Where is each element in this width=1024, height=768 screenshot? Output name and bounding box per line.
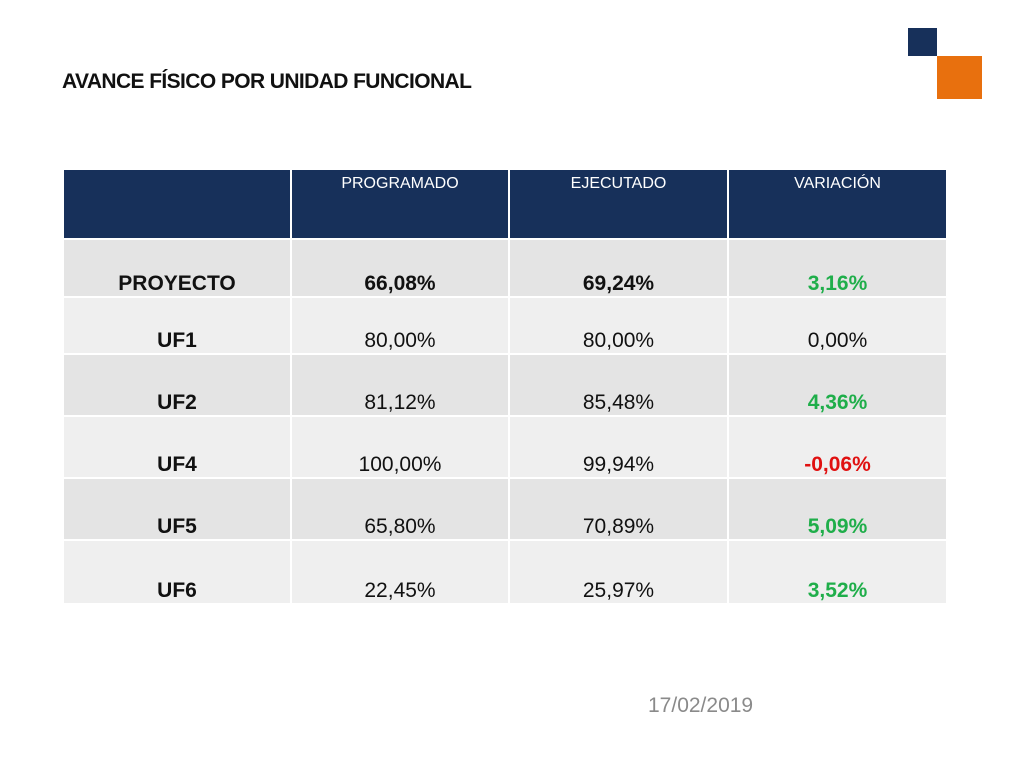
table-row: UF2 81,12% 85,48% 4,36% (62, 353, 948, 417)
variacion-cell: 0,00% (727, 296, 948, 355)
row-label: UF2 (62, 353, 292, 417)
table-header-row: PROGRAMADO EJECUTADO VARIACIÓN (62, 168, 948, 240)
ejecutado-cell: 85,48% (508, 353, 729, 417)
table-row: UF6 22,45% 25,97% 3,52% (62, 539, 948, 605)
variacion-cell: 5,09% (727, 477, 948, 541)
table-row: UF5 65,80% 70,89% 5,09% (62, 477, 948, 541)
row-label: UF6 (62, 539, 292, 605)
row-label: UF4 (62, 415, 292, 479)
programado-cell: 22,45% (290, 539, 510, 605)
row-label: UF5 (62, 477, 292, 541)
variacion-cell: 4,36% (727, 353, 948, 417)
programado-cell: 100,00% (290, 415, 510, 479)
page-title: AVANCE FÍSICO POR UNIDAD FUNCIONAL (62, 70, 472, 93)
header-empty (62, 168, 292, 240)
slide-date: 17/02/2019 (648, 694, 754, 717)
table-row: UF4 100,00% 99,94% -0,06% (62, 415, 948, 479)
logo-orange-square (937, 56, 982, 99)
logo-navy-square (908, 28, 937, 56)
programado-cell: 66,08% (290, 238, 510, 298)
ejecutado-cell: 69,24% (508, 238, 729, 298)
variacion-cell: 3,52% (727, 539, 948, 605)
table-row: PROYECTO 66,08% 69,24% 3,16% (62, 238, 948, 298)
ejecutado-cell: 70,89% (508, 477, 729, 541)
ejecutado-cell: 80,00% (508, 296, 729, 355)
programado-cell: 81,12% (290, 353, 510, 417)
table-row: UF1 80,00% 80,00% 0,00% (62, 296, 948, 355)
progress-table: PROGRAMADO EJECUTADO VARIACIÓN PROYECTO 6… (62, 168, 948, 605)
header-programado: PROGRAMADO (290, 168, 510, 240)
ejecutado-cell: 99,94% (508, 415, 729, 479)
programado-cell: 80,00% (290, 296, 510, 355)
programado-cell: 65,80% (290, 477, 510, 541)
variacion-cell: 3,16% (727, 238, 948, 298)
header-ejecutado: EJECUTADO (508, 168, 729, 240)
ejecutado-cell: 25,97% (508, 539, 729, 605)
row-label: UF1 (62, 296, 292, 355)
variacion-cell: -0,06% (727, 415, 948, 479)
row-label: PROYECTO (62, 238, 292, 298)
header-variacion: VARIACIÓN (727, 168, 948, 240)
